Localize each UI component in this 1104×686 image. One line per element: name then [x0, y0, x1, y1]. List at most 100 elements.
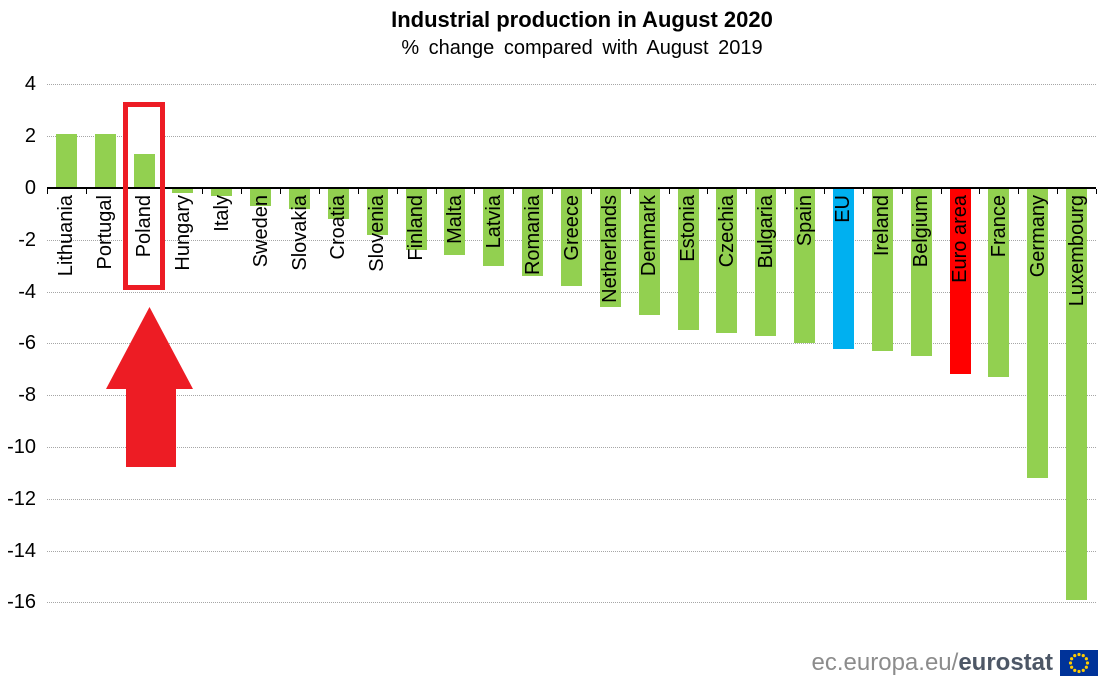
- bar-label: Bulgaria: [754, 195, 777, 269]
- gridline: [47, 498, 1096, 500]
- bar-label: Sweden: [249, 195, 272, 268]
- gridline: [47, 343, 1096, 345]
- bar-label: Ireland: [871, 195, 894, 257]
- axis-tick: [241, 189, 243, 194]
- bar-label: Spain: [793, 195, 816, 247]
- bar: [172, 188, 194, 194]
- axis-tick: [940, 189, 942, 194]
- bar: [1066, 188, 1088, 600]
- bar-label: Hungary: [171, 195, 194, 271]
- bar: [832, 188, 854, 349]
- axis-tick: [668, 189, 670, 194]
- bar-label: Germany: [1026, 195, 1049, 278]
- bar-label: Denmark: [638, 195, 661, 277]
- axis-tick: [746, 189, 748, 194]
- bar-label: Portugal: [94, 195, 117, 270]
- bar: [483, 188, 505, 266]
- bar-label: Belgium: [910, 195, 933, 268]
- bar: [716, 188, 738, 334]
- y-tick-label: -16: [7, 591, 36, 614]
- y-tick-label: -4: [18, 280, 36, 303]
- gridline: [47, 550, 1096, 552]
- y-tick-label: -2: [18, 228, 36, 251]
- gridline: [47, 84, 1096, 86]
- bar: [289, 188, 311, 209]
- bar-label: Slovenia: [366, 195, 389, 272]
- gridline: [47, 602, 1096, 604]
- bar: [755, 188, 777, 336]
- gridline: [47, 136, 1096, 138]
- bar: [638, 188, 660, 315]
- gridline: [47, 291, 1096, 293]
- bar: [250, 188, 272, 207]
- bar-label: France: [987, 195, 1010, 258]
- bar: [910, 188, 932, 357]
- bar: [1027, 188, 1049, 479]
- bar-label: Slovakia: [288, 195, 311, 271]
- axis-tick: [1096, 189, 1097, 194]
- poland-highlight-box: [123, 102, 166, 290]
- gridline: [47, 447, 1096, 448]
- bar-label: Finland: [405, 195, 428, 261]
- axis-tick: [1018, 189, 1020, 194]
- bar-label: Lithuania: [55, 195, 78, 277]
- y-tick-label: 2: [24, 125, 36, 148]
- axis-tick: [901, 189, 903, 194]
- bar: [949, 188, 971, 375]
- y-tick-label: -6: [18, 332, 36, 355]
- axis-tick: [707, 189, 709, 194]
- y-tick-label: -10: [7, 436, 36, 458]
- axis-tick: [474, 189, 476, 194]
- bar-label: Euro area: [949, 195, 972, 283]
- bar-label: Italy: [210, 195, 233, 232]
- axis-tick: [47, 189, 48, 194]
- y-tick-label: -14: [7, 539, 36, 562]
- axis-tick: [202, 189, 204, 194]
- bar-label: Czechia: [715, 195, 738, 268]
- zero-axis-line: [47, 187, 1096, 189]
- bar-label: Luxembourg: [1065, 195, 1088, 307]
- bar: [599, 188, 621, 308]
- bar-label: Croatia: [327, 195, 350, 260]
- bar: [211, 188, 233, 196]
- bar: [871, 188, 893, 352]
- axis-tick: [513, 189, 515, 194]
- y-tick-label: 4: [24, 73, 36, 96]
- bar-label: Estonia: [677, 195, 700, 262]
- chart-title: Industrial production in August 2020: [391, 7, 773, 32]
- footer-text: ec.europa.eu/eurostat: [812, 650, 1053, 676]
- axis-tick: [590, 189, 592, 194]
- footer-url: ec.europa.eu/: [811, 649, 959, 676]
- bar: [405, 188, 427, 251]
- eu-flag-icon: [1060, 650, 1098, 676]
- bar: [133, 154, 155, 188]
- axis-tick: [318, 189, 320, 194]
- poland-highlight-underlay: [123, 102, 166, 290]
- poland-up-arrow-icon: [106, 307, 193, 467]
- bar: [677, 188, 699, 331]
- gridline: [47, 395, 1096, 397]
- bar: [522, 188, 544, 277]
- axis-tick: [979, 189, 981, 194]
- axis-tick: [862, 189, 864, 194]
- bar-label: Latvia: [482, 195, 505, 249]
- chart-subtitle: % change compared with August 2019: [401, 37, 763, 59]
- axis-tick: [824, 189, 826, 194]
- y-tick-label: -12: [7, 487, 36, 510]
- axis-tick: [785, 189, 787, 194]
- bar: [55, 133, 77, 188]
- footer: ec.europa.eu/eurostat: [812, 650, 1098, 676]
- bar: [561, 188, 582, 287]
- axis-tick: [435, 189, 437, 194]
- bar: [94, 133, 116, 188]
- footer-brand: eurostat: [958, 649, 1053, 676]
- bar: [327, 188, 349, 220]
- axis-tick: [1057, 189, 1059, 194]
- bar-label: Malta: [443, 195, 466, 244]
- axis-tick: [280, 189, 282, 194]
- axis-tick: [85, 189, 87, 194]
- bar: [366, 188, 388, 235]
- bar: [444, 188, 466, 256]
- y-tick-label: 0: [24, 177, 36, 199]
